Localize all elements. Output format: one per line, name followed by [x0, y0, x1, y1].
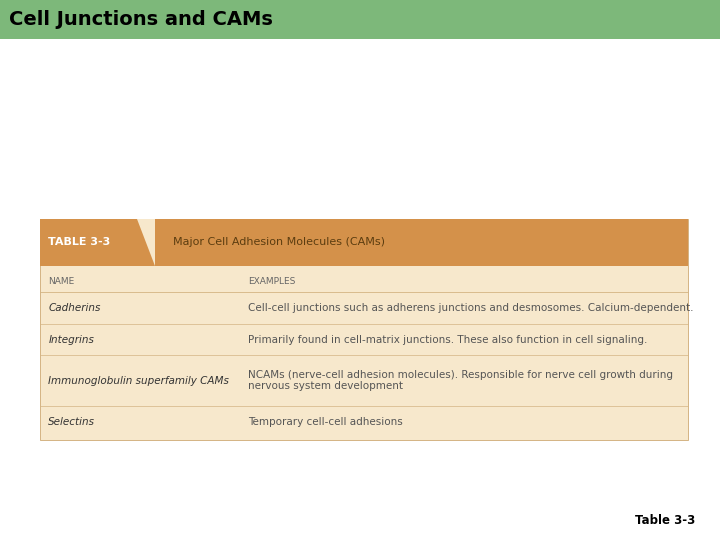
Polygon shape	[137, 219, 155, 266]
FancyBboxPatch shape	[0, 0, 720, 39]
Text: Cadherins: Cadherins	[48, 303, 101, 313]
Text: Cell-cell junctions such as adherens junctions and desmosomes. Calcium-dependent: Cell-cell junctions such as adherens jun…	[248, 303, 694, 313]
Text: TABLE 3-3: TABLE 3-3	[48, 238, 110, 247]
FancyBboxPatch shape	[40, 219, 688, 440]
Text: Primarily found in cell-matrix junctions. These also function in cell signaling.: Primarily found in cell-matrix junctions…	[248, 334, 648, 345]
Text: Cell Junctions and CAMs: Cell Junctions and CAMs	[9, 10, 272, 29]
Text: Major Cell Adhesion Molecules (CAMs): Major Cell Adhesion Molecules (CAMs)	[173, 238, 384, 247]
Text: Selectins: Selectins	[48, 417, 95, 427]
Text: Table 3-3: Table 3-3	[634, 514, 695, 526]
Text: NCAMs (nerve-cell adhesion molecules). Responsible for nerve cell growth during
: NCAMs (nerve-cell adhesion molecules). R…	[248, 370, 673, 392]
FancyBboxPatch shape	[40, 219, 688, 266]
Text: EXAMPLES: EXAMPLES	[248, 277, 296, 286]
Text: Immunoglobulin superfamily CAMs: Immunoglobulin superfamily CAMs	[48, 375, 229, 386]
Text: NAME: NAME	[48, 277, 74, 286]
Text: Temporary cell-cell adhesions: Temporary cell-cell adhesions	[248, 417, 403, 427]
Text: Integrins: Integrins	[48, 334, 94, 345]
